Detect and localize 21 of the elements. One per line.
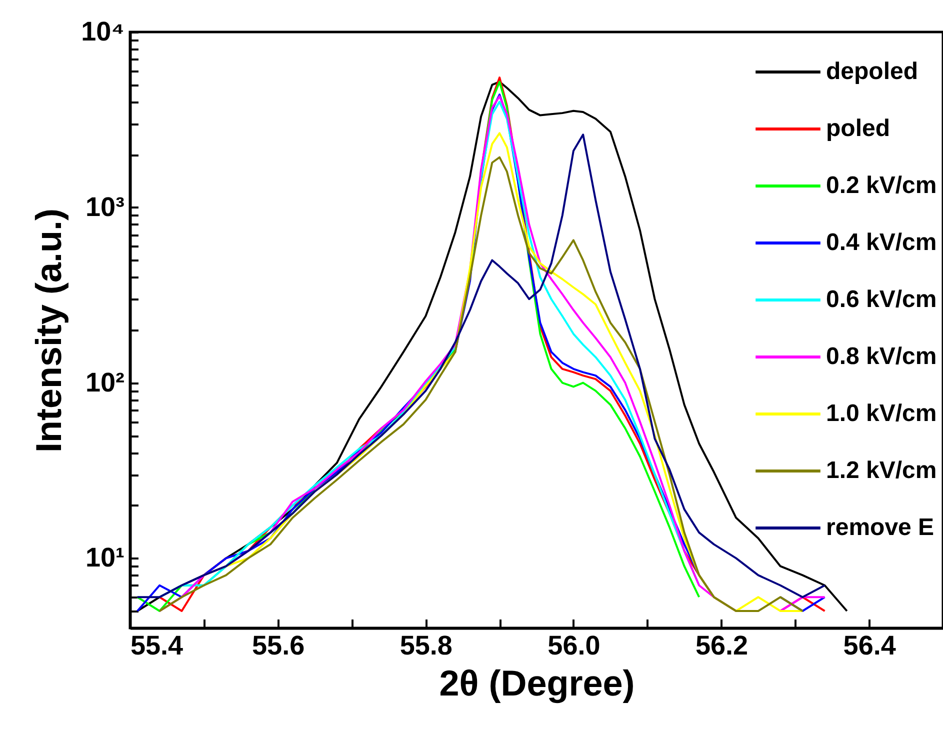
legend-label: depoled: [826, 58, 918, 85]
x-tick-label: 55.4: [130, 630, 184, 660]
legend-label: 1.2 kV/cm: [826, 457, 937, 484]
x-tick-label: 56.2: [695, 630, 748, 660]
x-tick-label: 56.4: [843, 630, 896, 660]
legend-label: 0.8 kV/cm: [826, 343, 937, 370]
legend-label: 0.2 kV/cm: [826, 172, 937, 199]
y-tick-label: 10¹: [85, 542, 124, 573]
y-tick-label: 10³: [85, 192, 124, 222]
x-tick-label: 56.0: [548, 630, 600, 660]
legend-label: 1.0 kV/cm: [826, 400, 937, 427]
legend-label: 0.4 kV/cm: [826, 229, 937, 256]
x-tick-label: 55.8: [400, 630, 452, 660]
x-tick-label: 55.6: [252, 630, 305, 660]
y-axis-title: Intensity (a.u.): [28, 208, 70, 453]
legend-label: remove E: [826, 514, 934, 541]
y-tick-label: 10²: [85, 367, 124, 398]
legend-label: poled: [826, 115, 890, 142]
x-axis-title: 2θ (Degree): [439, 662, 635, 704]
y-tick-label: 10⁴: [81, 16, 124, 46]
legend-label: 0.6 kV/cm: [826, 286, 937, 313]
